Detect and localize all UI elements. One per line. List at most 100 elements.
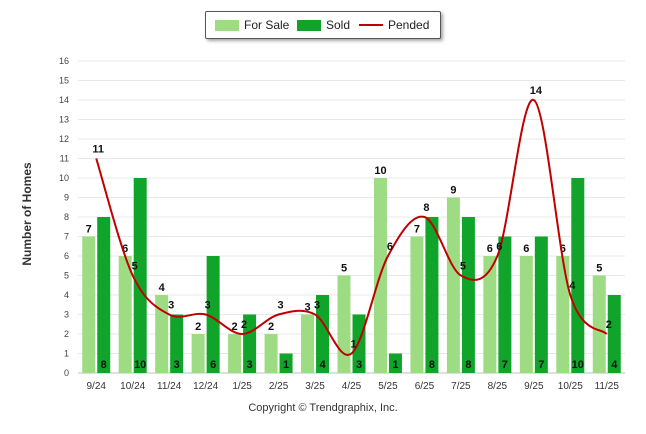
bar-for-sale [228, 334, 242, 373]
bar-for-sale [592, 275, 606, 373]
data-label-sold: 4 [611, 359, 618, 371]
y-tick-label: 10 [59, 173, 69, 183]
bar-for-sale [337, 275, 351, 373]
x-tick-label: 12/24 [193, 381, 218, 392]
data-label-pended: 1 [350, 339, 356, 351]
bar-sold [498, 236, 512, 373]
copyright-text: Copyright © Trendgraphix, Inc. [248, 402, 398, 414]
x-tick-label: 11/24 [157, 381, 182, 392]
data-label-for-sale: 5 [596, 263, 602, 275]
bar-sold [534, 236, 548, 373]
data-label-pended: 5 [460, 261, 466, 273]
data-label-sold: 7 [502, 359, 508, 371]
y-tick-label: 8 [64, 212, 69, 222]
y-tick-label: 3 [64, 310, 69, 320]
data-label-for-sale: 2 [195, 321, 201, 333]
legend-label-sold: Sold [326, 18, 351, 32]
legend-swatch-for-sale [215, 19, 239, 31]
x-tick-label: 9/25 [524, 381, 544, 392]
data-label-sold: 3 [356, 359, 362, 371]
y-tick-label: 5 [64, 271, 69, 281]
bar-sold [607, 295, 621, 373]
bar-for-sale [264, 334, 278, 373]
bar-sold [352, 314, 366, 373]
x-tick-label: 5/25 [378, 381, 398, 392]
data-label-for-sale: 2 [268, 321, 274, 333]
data-label-sold: 8 [465, 359, 471, 371]
bar-sold [571, 178, 585, 373]
y-tick-label: 7 [64, 232, 69, 242]
bar-sold [97, 217, 111, 373]
data-label-pended: 3 [314, 300, 320, 312]
data-label-pended: 11 [92, 144, 104, 156]
y-tick-label: 16 [59, 56, 69, 66]
data-label-for-sale: 2 [232, 321, 238, 333]
bar-for-sale [155, 295, 169, 373]
data-label-sold: 7 [538, 359, 544, 371]
data-label-for-sale: 6 [487, 243, 493, 255]
bar-sold [388, 353, 402, 373]
data-label-for-sale: 7 [86, 224, 92, 236]
legend: For Sale Sold Pended [205, 11, 441, 39]
data-label-pended: 5 [132, 261, 138, 273]
data-label-for-sale: 3 [304, 302, 310, 314]
bar-sold [206, 256, 220, 373]
bar-sold [316, 295, 330, 373]
data-label-pended: 2 [606, 319, 612, 331]
data-label-sold: 1 [392, 359, 398, 371]
y-tick-label: 15 [59, 76, 69, 86]
data-label-for-sale: 7 [414, 224, 420, 236]
x-tick-label: 2/25 [269, 381, 289, 392]
legend-label-pended: Pended [388, 18, 430, 32]
y-tick-label: 13 [59, 115, 69, 125]
data-label-pended: 6 [387, 241, 393, 253]
data-label-for-sale: 6 [560, 243, 566, 255]
data-label-pended: 3 [278, 300, 284, 312]
x-tick-label: 3/25 [305, 381, 325, 392]
x-tick-label: 1/25 [232, 381, 252, 392]
legend-line-pended [359, 24, 383, 26]
data-label-pended: 3 [205, 300, 211, 312]
x-tick-label: 6/25 [415, 381, 435, 392]
bar-for-sale [556, 256, 570, 373]
bar-for-sale [483, 256, 497, 373]
data-label-sold: 8 [429, 359, 435, 371]
data-label-for-sale: 6 [122, 243, 128, 255]
x-tick-label: 11/25 [595, 381, 620, 392]
bar-for-sale [519, 256, 533, 373]
data-label-pended: 4 [569, 280, 576, 292]
y-tick-label: 1 [64, 349, 69, 359]
y-tick-label: 9 [64, 193, 69, 203]
y-tick-label: 0 [64, 368, 69, 378]
bar-for-sale [446, 197, 460, 373]
y-axis-label: Number of Homes [20, 162, 34, 266]
data-label-sold: 4 [319, 359, 326, 371]
data-label-sold: 1 [283, 359, 289, 371]
line-pended [95, 98, 608, 356]
x-tick-label: 10/24 [120, 381, 145, 392]
data-label-pended: 14 [530, 85, 543, 97]
data-label-for-sale: 10 [374, 165, 386, 177]
data-label-pended: 8 [423, 202, 429, 214]
bar-sold [279, 353, 293, 373]
data-label-for-sale: 4 [159, 282, 166, 294]
legend-label-for-sale: For Sale [244, 18, 290, 32]
data-label-sold: 8 [101, 359, 107, 371]
data-label-for-sale: 5 [341, 263, 347, 275]
data-label-sold: 10 [134, 359, 146, 371]
bar-sold [170, 314, 184, 373]
y-tick-label: 11 [60, 154, 69, 164]
bar-sold [425, 217, 439, 373]
bar-sold [461, 217, 475, 373]
y-tick-label: 6 [64, 251, 69, 261]
legend-item-sold: Sold [297, 12, 350, 38]
y-tick-label: 2 [64, 329, 69, 339]
legend-item-pended: Pended [359, 12, 429, 38]
y-tick-label: 4 [64, 290, 69, 300]
data-label-sold: 10 [572, 359, 584, 371]
bar-for-sale [410, 236, 424, 373]
data-label-sold: 6 [210, 359, 216, 371]
legend-swatch-sold [297, 19, 321, 31]
data-label-for-sale: 9 [450, 185, 456, 197]
